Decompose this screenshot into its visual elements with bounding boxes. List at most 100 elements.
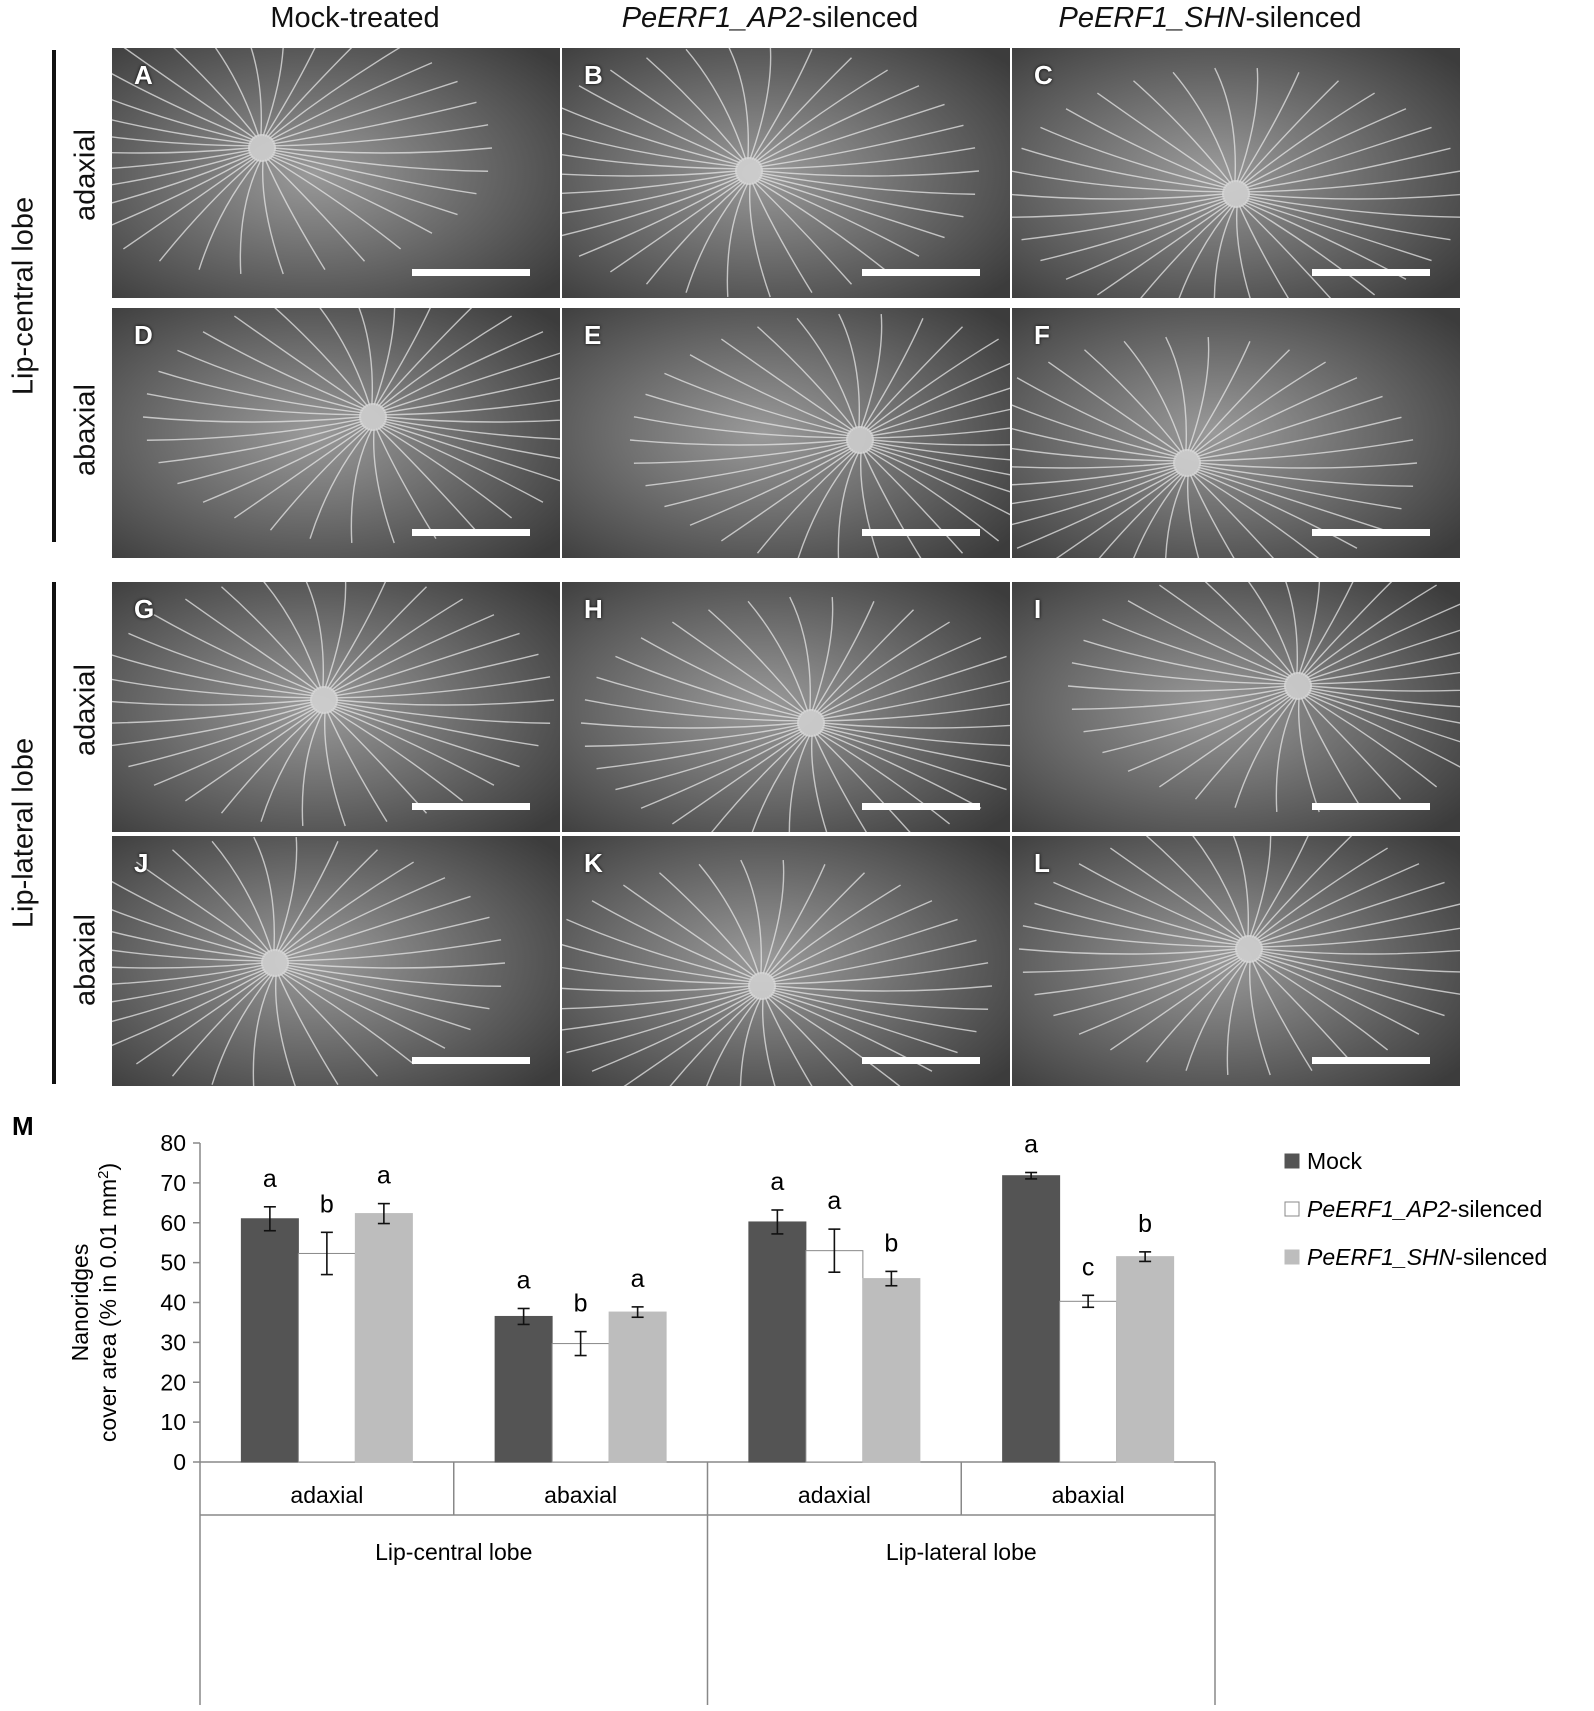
significance-letter: b — [574, 1290, 588, 1318]
micrograph-texture — [1012, 308, 1460, 558]
bar — [354, 1213, 413, 1463]
significance-letter: b — [1138, 1210, 1152, 1238]
significance-letter: a — [631, 1265, 645, 1293]
micrograph-texture — [1012, 836, 1460, 1086]
micrograph-texture — [562, 48, 1010, 298]
legend-label: PeERF1_SHN-silenced — [1307, 1244, 1547, 1270]
legend-label: Mock — [1307, 1148, 1362, 1174]
scale-bar — [412, 803, 530, 810]
micrograph-panel-k: K — [562, 836, 1010, 1086]
error-bar — [771, 1209, 784, 1235]
micrograph-panel-e: E — [562, 308, 1010, 558]
micrograph-texture — [112, 836, 560, 1086]
y-tick-label: 20 — [160, 1369, 186, 1395]
legend-item: Mock — [1284, 1148, 1362, 1174]
row-group-label-central: Lip-central lobe — [7, 196, 40, 396]
y-tick-label: 30 — [160, 1329, 186, 1355]
bar — [297, 1252, 356, 1463]
panel-letter: A — [134, 60, 153, 90]
micrograph-texture — [562, 836, 1010, 1086]
y-tick-label: 10 — [160, 1409, 186, 1435]
significance-letter: a — [1024, 1131, 1038, 1159]
column-header-shn-silenced: PeERF1_SHN-silenced — [1058, 2, 1362, 34]
significance-letter: a — [263, 1165, 277, 1193]
legend-item: PeERF1_AP2-silenced — [1284, 1196, 1542, 1222]
significance-letter: a — [827, 1187, 841, 1215]
significance-letter: a — [517, 1266, 531, 1294]
micrograph-panel-c: C — [1012, 48, 1460, 298]
panel-letter-m: M — [12, 1111, 34, 1141]
error-bar — [517, 1307, 530, 1326]
x-group-label: Lip-central lobe — [375, 1539, 532, 1565]
error-bar — [1139, 1251, 1152, 1263]
micrograph-panel-l: L — [1012, 836, 1460, 1086]
y-tick-label: 0 — [173, 1449, 186, 1475]
bar — [862, 1278, 921, 1463]
row-group-bracket-central — [52, 50, 56, 542]
y-tick-label: 80 — [160, 1130, 186, 1156]
legend-swatch — [1284, 1249, 1300, 1265]
panel-letter: E — [584, 320, 602, 350]
side-label-abaxial-central: abaxial — [69, 384, 102, 476]
bar — [494, 1315, 553, 1463]
panel-letter: D — [134, 320, 153, 350]
y-axis-label-line2: cover area (% in 0.01 mm2) — [95, 1163, 122, 1442]
micrograph-panel-a: A — [112, 48, 560, 298]
bar — [805, 1250, 864, 1463]
panel-letter: H — [584, 594, 603, 624]
error-bar — [1025, 1171, 1038, 1180]
error-bar — [263, 1206, 276, 1232]
error-bar — [1082, 1294, 1095, 1309]
panel-letter: B — [584, 60, 603, 90]
column-header-ap2-silenced: PeERF1_AP2-silenced — [621, 2, 919, 34]
scale-bar — [1312, 529, 1430, 536]
side-label-abaxial-lateral: abaxial — [69, 914, 102, 1006]
significance-letter: a — [377, 1162, 391, 1190]
micrograph-texture — [112, 582, 560, 832]
y-tick-label: 50 — [160, 1250, 186, 1276]
legend-swatch — [1284, 1201, 1300, 1217]
y-tick-label: 60 — [160, 1210, 186, 1236]
scale-bar — [1312, 803, 1430, 810]
legend-label: PeERF1_AP2-silenced — [1307, 1196, 1542, 1222]
significance-letter: b — [884, 1229, 898, 1257]
error-bar — [631, 1306, 644, 1319]
y-tick-label: 70 — [160, 1170, 186, 1196]
error-bar — [377, 1202, 390, 1225]
micrograph-panel-d: D — [112, 308, 560, 558]
bar — [551, 1343, 610, 1463]
bar — [1059, 1300, 1118, 1463]
micrograph-panel-h: H — [562, 582, 1010, 832]
micrograph-texture — [1012, 48, 1460, 298]
panel-letter: I — [1034, 594, 1042, 624]
row-group-label-lateral: Lip-lateral lobe — [7, 737, 40, 929]
panel-letter: J — [134, 848, 149, 878]
column-header-mock: Mock-treated — [270, 2, 440, 34]
error-bar — [574, 1330, 587, 1357]
legend-item: PeERF1_SHN-silenced — [1284, 1244, 1547, 1270]
bar — [608, 1311, 667, 1463]
panel-letter: L — [1034, 848, 1050, 878]
significance-letter: b — [320, 1190, 334, 1218]
bar — [1116, 1256, 1175, 1463]
x-group-label: Lip-lateral lobe — [886, 1539, 1037, 1565]
scale-bar — [862, 269, 980, 276]
micrograph-panel-g: G — [112, 582, 560, 832]
panel-letter: F — [1034, 320, 1050, 350]
micrograph-texture — [1012, 582, 1460, 832]
x-category-label: adaxial — [290, 1482, 363, 1508]
bar — [240, 1218, 299, 1463]
error-bar — [320, 1231, 333, 1276]
error-bar — [885, 1270, 898, 1287]
significance-letter: c — [1082, 1253, 1095, 1281]
significance-letter: a — [770, 1168, 784, 1196]
error-bar — [828, 1228, 841, 1273]
side-label-adaxial-lateral: adaxial — [69, 664, 102, 756]
bar-chart: M 0 10 20 30 40 50 60 70 80 Nanoridges cover area (… — [12, 1111, 1547, 1705]
x-category-label: abaxial — [1052, 1482, 1125, 1508]
scale-bar — [1312, 269, 1430, 276]
micrograph-panel-j: J — [112, 836, 560, 1086]
micrograph-panel-i: I — [1012, 582, 1460, 832]
scale-bar — [862, 1057, 980, 1064]
legend-swatch — [1284, 1153, 1300, 1169]
